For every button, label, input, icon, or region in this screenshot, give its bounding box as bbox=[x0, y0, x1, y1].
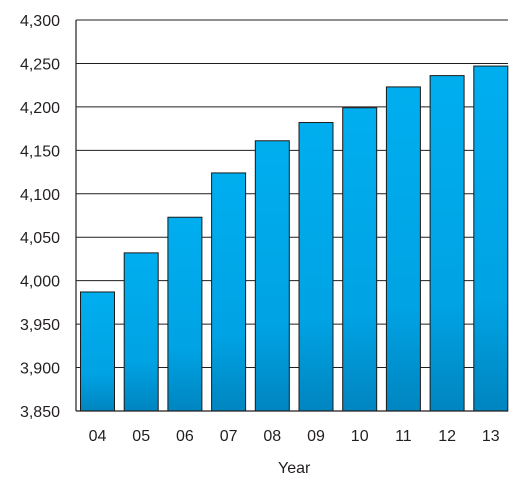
y-tick-label: 3,900 bbox=[20, 361, 60, 378]
y-tick-label: 4,250 bbox=[20, 56, 60, 73]
y-tick-labels: 3,850 3,900 3,950 4,000 4,050 4,100 4,150 4,200… bbox=[20, 13, 60, 421]
x-tick-label: 08 bbox=[263, 428, 281, 445]
x-tick-label: 11 bbox=[395, 428, 412, 445]
y-tick-label: 4,300 bbox=[20, 13, 60, 30]
bar-04 bbox=[80, 291, 115, 412]
y-tick-label: 3,950 bbox=[20, 317, 60, 334]
axes bbox=[75, 20, 508, 412]
bar-09 bbox=[298, 122, 334, 412]
x-axis-title: Year bbox=[278, 460, 311, 477]
x-tick-label: 06 bbox=[176, 428, 194, 445]
y-tick-label: 4,000 bbox=[20, 274, 60, 291]
bar-11 bbox=[385, 86, 421, 412]
x-tick-label: 13 bbox=[482, 428, 500, 445]
bar-10 bbox=[342, 107, 378, 412]
y-tick-label: 4,200 bbox=[20, 100, 60, 117]
x-tick-label: 09 bbox=[307, 428, 325, 445]
x-tick-label: 10 bbox=[351, 428, 369, 445]
bar-08 bbox=[254, 140, 290, 412]
x-tick-labels: 04 05 06 07 08 09 10 11 12 13 bbox=[89, 428, 500, 445]
x-tick-label: 07 bbox=[220, 428, 238, 445]
x-tick-label: 04 bbox=[89, 428, 107, 445]
bar-06 bbox=[167, 216, 203, 412]
bars bbox=[80, 65, 509, 412]
y-tick-label: 4,100 bbox=[20, 187, 60, 204]
x-tick-label: 12 bbox=[438, 428, 456, 445]
x-tick-label: 05 bbox=[132, 428, 150, 445]
y-tick-label: 4,150 bbox=[20, 143, 60, 160]
bar-05 bbox=[123, 252, 159, 412]
bar-12 bbox=[429, 75, 465, 412]
bar-07 bbox=[211, 172, 247, 412]
y-tick-label: 4,050 bbox=[20, 230, 60, 247]
bar-13 bbox=[473, 65, 509, 412]
y-tick-label: 3,850 bbox=[20, 404, 60, 421]
